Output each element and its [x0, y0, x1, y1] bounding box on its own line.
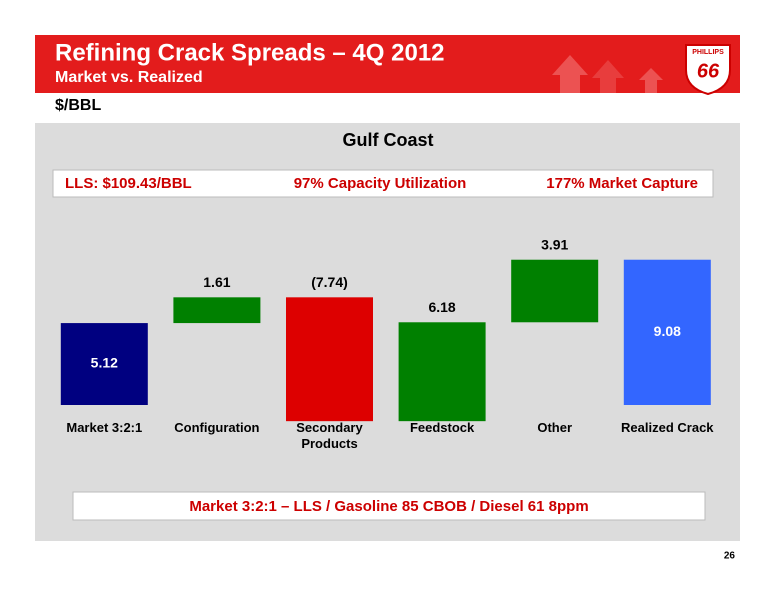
- logo-top: PHILLIPS: [692, 49, 724, 56]
- logo-shield: [685, 44, 731, 96]
- value-label: 9.08: [654, 323, 681, 339]
- header-arrows: [552, 55, 663, 93]
- x-tick-label: Configuration: [174, 420, 260, 435]
- value-label: 5.12: [91, 355, 118, 371]
- bar: [286, 297, 373, 422]
- footnote: Market 3:2:1 – LLS / Gasoline 85 CBOB / …: [189, 498, 588, 515]
- x-tick-label: Market 3:2:1: [66, 420, 143, 435]
- value-label: 1.61: [203, 274, 230, 290]
- x-tick-label: Secondary Products: [296, 420, 363, 451]
- x-tick-label: Realized Crack: [621, 420, 714, 435]
- value-label: 6.18: [428, 299, 455, 315]
- header-band: [35, 35, 740, 93]
- slide-subtitle: Market vs. Realized: [55, 69, 203, 86]
- logo-number: 66: [697, 60, 720, 82]
- bar: [398, 322, 486, 422]
- page-number: 26: [724, 551, 736, 562]
- info-utilization: 97% Capacity Utilization: [294, 175, 467, 192]
- value-label: (7.74): [311, 274, 348, 290]
- x-tick-label: Feedstock: [409, 420, 475, 435]
- info-box: [52, 169, 714, 198]
- bar: [60, 323, 148, 405]
- x-tick-label: Other: [537, 420, 573, 435]
- info-lls: LLS: $109.43/BBL: [65, 175, 192, 192]
- value-label: 3.91: [541, 236, 568, 252]
- bar: [511, 259, 599, 323]
- bar: [173, 297, 261, 324]
- bar: [623, 259, 711, 405]
- footnote-box: [72, 491, 706, 521]
- unit: $/BBL: [55, 97, 101, 114]
- info-capture: 177% Market Capture: [546, 175, 698, 192]
- slide-title: Refining Crack Spreads – 4Q 2012: [55, 39, 445, 66]
- chart-title: Gulf Coast: [342, 130, 433, 150]
